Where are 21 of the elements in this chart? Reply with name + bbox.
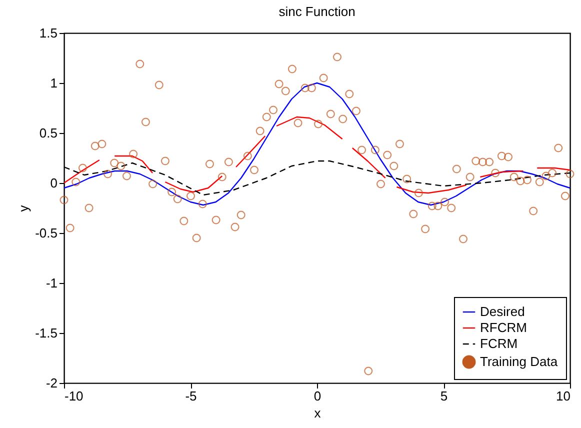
y-tick-label: -0.5 xyxy=(35,226,58,240)
legend-label: Desired xyxy=(480,304,525,319)
legend-label: Training Data xyxy=(480,354,558,369)
y-tick-label: 0 xyxy=(50,176,58,190)
y-tick-label: -1 xyxy=(46,276,58,290)
x-tick-label: 0 xyxy=(314,388,322,404)
x-tick-label: -10 xyxy=(64,388,84,404)
y-tick-label: -1.5 xyxy=(35,326,58,340)
x-tick-label: 5 xyxy=(440,388,448,404)
legend-label: FCRM xyxy=(480,336,518,351)
chart-title: sinc Function xyxy=(278,4,356,19)
y-axis-title: y xyxy=(16,204,32,212)
legend-label: RFCRM xyxy=(480,320,527,335)
y-tick-label: 1 xyxy=(50,76,58,90)
y-tick-label: 0.5 xyxy=(39,126,58,140)
line-series xyxy=(63,82,571,206)
y-tick-label: 1.5 xyxy=(39,26,58,40)
x-tick-label: -5 xyxy=(185,388,197,404)
x-axis-title: x xyxy=(314,406,322,420)
x-tick-label: 10 xyxy=(556,388,570,404)
y-tick-label: -2 xyxy=(46,376,58,390)
